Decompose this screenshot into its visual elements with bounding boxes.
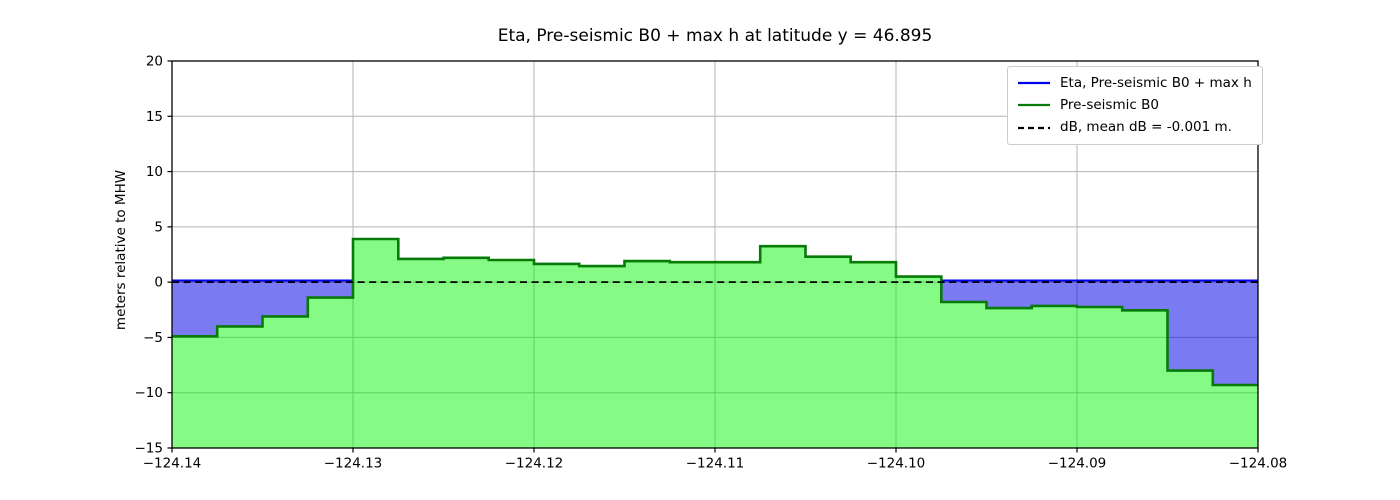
y-axis-label: meters relative to MHW [113, 169, 129, 331]
legend-item-1: Pre-seismic B0 [1017, 96, 1252, 114]
x-tick-label: −124.08 [1229, 456, 1288, 472]
legend-item-2: dB, mean dB = -0.001 m. [1017, 118, 1252, 136]
y-tick-label: −5 [143, 330, 163, 346]
y-tick-label: 20 [146, 54, 163, 70]
y-tick-label: −15 [135, 441, 164, 457]
legend-item-0: Eta, Pre-seismic B0 + max h [1017, 74, 1252, 92]
x-tick-label: −124.14 [143, 456, 202, 472]
y-tick-label: 5 [154, 219, 163, 235]
legend-line-sample [1018, 82, 1050, 85]
legend-line-sample [1018, 104, 1050, 107]
legend-label: dB, mean dB = -0.001 m. [1060, 119, 1232, 136]
legend: Eta, Pre-seismic B0 + max h Pre-seismic B… [1007, 66, 1263, 145]
y-tick-label: −10 [135, 385, 164, 401]
chart-title: Eta, Pre-seismic B0 + max h at latitude … [497, 26, 933, 46]
x-tick-label: −124.13 [324, 456, 383, 472]
legend-label: Eta, Pre-seismic B0 + max h [1060, 75, 1252, 91]
x-tick-label: −124.10 [867, 456, 926, 472]
x-tick-label: −124.12 [505, 456, 564, 472]
y-tick-label: 10 [146, 164, 163, 180]
y-tick-label: 0 [154, 275, 163, 291]
legend-dashed-line-sample [1018, 126, 1050, 129]
b0-line [172, 237, 1258, 387]
legend-label: Pre-seismic B0 [1060, 97, 1159, 114]
x-tick-label: −124.11 [686, 456, 745, 472]
b0-fill [172, 239, 1258, 448]
x-tick-label: −124.09 [1048, 456, 1107, 472]
y-tick-label: 15 [146, 109, 163, 125]
